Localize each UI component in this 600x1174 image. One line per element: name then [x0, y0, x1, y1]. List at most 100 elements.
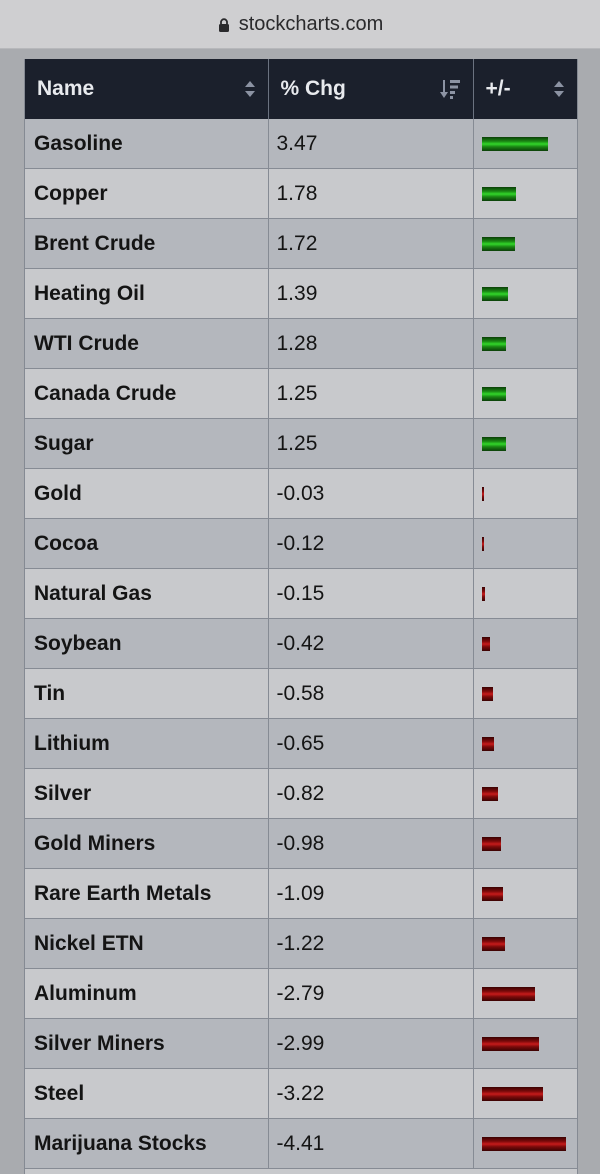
- row-name[interactable]: Copper: [25, 168, 269, 219]
- table-row[interactable]: Gasoline 3.47: [25, 119, 577, 169]
- row-change-bar-cell: [473, 768, 577, 819]
- negative-change-bar: [481, 1036, 539, 1051]
- row-name[interactable]: Natural Gas: [25, 568, 269, 619]
- row-name[interactable]: WTI Crude: [25, 318, 269, 369]
- table-row[interactable]: Natural Gas -0.15: [25, 568, 577, 619]
- row-change-bar-cell: [473, 1118, 577, 1169]
- row-name[interactable]: Cocoa: [25, 518, 269, 569]
- column-header-chg[interactable]: % Chg: [268, 59, 474, 119]
- positive-change-bar: [481, 336, 506, 351]
- column-header-plusminus[interactable]: +/-: [473, 59, 577, 119]
- table-row[interactable]: Copper 1.78: [25, 168, 577, 219]
- table-row[interactable]: Nickel ETN -1.22: [25, 918, 577, 969]
- table-row[interactable]: Gold Miners -0.98: [25, 818, 577, 869]
- row-change-bar-cell: [473, 818, 577, 869]
- negative-change-bar: [481, 1086, 543, 1101]
- row-pct-change: 1.78: [268, 168, 474, 219]
- row-pct-change: -0.58: [268, 668, 474, 719]
- sort-updown-icon[interactable]: [244, 80, 256, 98]
- negative-change-bar: [481, 986, 535, 1001]
- table-row[interactable]: Gold -0.03: [25, 468, 577, 519]
- column-header-label: +/-: [485, 77, 511, 100]
- negative-change-bar: [481, 836, 501, 851]
- positive-change-bar: [481, 286, 508, 301]
- positive-change-bar: [481, 236, 515, 251]
- performance-table: Name % Chg: [24, 59, 578, 1174]
- row-pct-change: -0.03: [268, 468, 474, 519]
- data-table: Name % Chg: [25, 59, 577, 1169]
- row-change-bar-cell: [473, 518, 577, 569]
- row-change-bar-cell: [473, 218, 577, 269]
- row-change-bar-cell: [473, 1068, 577, 1119]
- table-body: Gasoline 3.47 Copper 1.78 Brent Crude 1.72 Hea…: [25, 119, 577, 1169]
- negative-change-bar: [481, 536, 484, 551]
- row-change-bar-cell: [473, 618, 577, 669]
- row-pct-change: 1.25: [268, 368, 474, 419]
- row-name[interactable]: Nickel ETN: [25, 918, 269, 969]
- table-header-row: Name % Chg: [25, 59, 577, 119]
- address-bar[interactable]: stockcharts.com: [0, 0, 600, 49]
- table-row[interactable]: Sugar 1.25: [25, 418, 577, 469]
- column-header-name[interactable]: Name: [25, 59, 269, 119]
- row-pct-change: -0.42: [268, 618, 474, 669]
- row-pct-change: -0.65: [268, 718, 474, 769]
- row-name[interactable]: Canada Crude: [25, 368, 269, 419]
- row-change-bar-cell: [473, 368, 577, 419]
- row-change-bar-cell: [473, 918, 577, 969]
- row-pct-change: -0.12: [268, 518, 474, 569]
- table-row[interactable]: Rare Earth Metals -1.09: [25, 868, 577, 919]
- row-pct-change: -4.41: [268, 1118, 474, 1169]
- row-name[interactable]: Steel: [25, 1068, 269, 1119]
- table-row[interactable]: Brent Crude 1.72: [25, 218, 577, 269]
- negative-change-bar: [481, 686, 493, 701]
- row-pct-change: 1.28: [268, 318, 474, 369]
- table-row[interactable]: Canada Crude 1.25: [25, 368, 577, 419]
- row-name[interactable]: Gold: [25, 468, 269, 519]
- row-change-bar-cell: [473, 568, 577, 619]
- row-change-bar-cell: [473, 868, 577, 919]
- row-name[interactable]: Brent Crude: [25, 218, 269, 269]
- row-pct-change: 1.25: [268, 418, 474, 469]
- row-name[interactable]: Silver: [25, 768, 269, 819]
- row-name[interactable]: Rare Earth Metals: [25, 868, 269, 919]
- row-change-bar-cell: [473, 119, 577, 169]
- table-row[interactable]: Lithium -0.65: [25, 718, 577, 769]
- negative-change-bar: [481, 636, 490, 651]
- row-name[interactable]: Tin: [25, 668, 269, 719]
- row-change-bar-cell: [473, 968, 577, 1019]
- row-name[interactable]: Gold Miners: [25, 818, 269, 869]
- row-name[interactable]: Lithium: [25, 718, 269, 769]
- table-row[interactable]: Cocoa -0.12: [25, 518, 577, 569]
- row-name[interactable]: Heating Oil: [25, 268, 269, 319]
- table-row[interactable]: Steel -3.22: [25, 1068, 577, 1119]
- row-pct-change: -2.79: [268, 968, 474, 1019]
- row-name[interactable]: Aluminum: [25, 968, 269, 1019]
- row-name[interactable]: Gasoline: [25, 119, 269, 169]
- row-pct-change: -2.99: [268, 1018, 474, 1069]
- sort-updown-icon[interactable]: [553, 80, 565, 98]
- positive-change-bar: [481, 436, 506, 451]
- row-pct-change: 3.47: [268, 119, 474, 169]
- table-row[interactable]: Aluminum -2.79: [25, 968, 577, 1019]
- row-name[interactable]: Soybean: [25, 618, 269, 669]
- row-change-bar-cell: [473, 168, 577, 219]
- row-change-bar-cell: [473, 718, 577, 769]
- column-header-label: Name: [37, 77, 95, 100]
- row-pct-change: -1.09: [268, 868, 474, 919]
- row-name[interactable]: Marijuana Stocks: [25, 1118, 269, 1169]
- table-row[interactable]: Silver Miners -2.99: [25, 1018, 577, 1069]
- table-row[interactable]: Silver -0.82: [25, 768, 577, 819]
- row-name[interactable]: Sugar: [25, 418, 269, 469]
- negative-change-bar: [481, 736, 494, 751]
- table-row[interactable]: Soybean -0.42: [25, 618, 577, 669]
- table-row[interactable]: Tin -0.58: [25, 668, 577, 719]
- table-row[interactable]: Marijuana Stocks -4.41: [25, 1118, 577, 1169]
- table-row[interactable]: WTI Crude 1.28: [25, 318, 577, 369]
- sort-descending-icon[interactable]: [439, 78, 461, 100]
- table-row[interactable]: Heating Oil 1.39: [25, 268, 577, 319]
- row-name[interactable]: Silver Miners: [25, 1018, 269, 1069]
- negative-change-bar: [481, 1136, 566, 1151]
- row-pct-change: -3.22: [268, 1068, 474, 1119]
- negative-change-bar: [481, 886, 503, 901]
- row-pct-change: 1.72: [268, 218, 474, 269]
